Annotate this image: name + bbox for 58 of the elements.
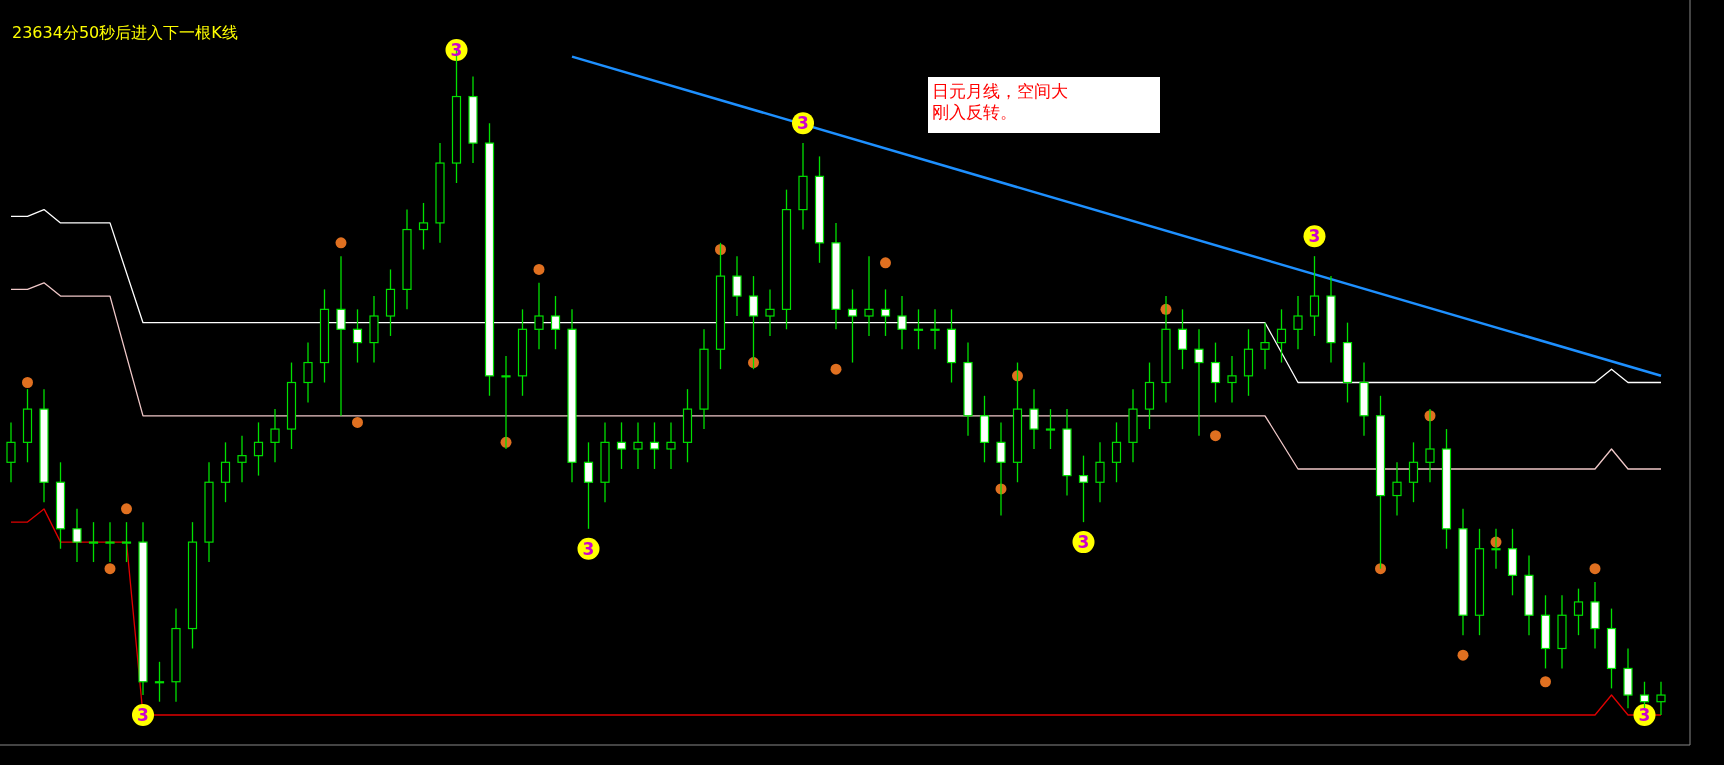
candlestick bbox=[1392, 461, 1402, 517]
annotation: 3 bbox=[1077, 532, 1090, 553]
text: 23634分50秒后进入下一根K线 bbox=[12, 23, 238, 42]
candlestick bbox=[1309, 255, 1320, 337]
candlestick bbox=[583, 441, 594, 530]
candlestick bbox=[72, 508, 82, 563]
candlestick bbox=[6, 421, 16, 483]
candlestick bbox=[352, 308, 363, 364]
candlestick bbox=[897, 295, 907, 350]
candlestick bbox=[1293, 295, 1303, 350]
annotation: 3 bbox=[1638, 705, 1651, 725]
candlestick bbox=[649, 421, 660, 470]
candlestick bbox=[534, 282, 544, 350]
candlestick bbox=[1111, 421, 1122, 483]
annotation: 3 bbox=[582, 538, 595, 559]
candlestick bbox=[1656, 681, 1666, 716]
candlestick bbox=[1639, 681, 1650, 709]
candlestick bbox=[237, 435, 247, 483]
candlestick bbox=[666, 421, 676, 470]
candlestick bbox=[270, 408, 280, 463]
annotation: 3 bbox=[137, 705, 149, 725]
candlestick bbox=[88, 521, 99, 563]
candlestick bbox=[864, 255, 874, 337]
candlestick bbox=[847, 288, 858, 364]
candlestick bbox=[1276, 308, 1287, 364]
candlestick bbox=[303, 341, 313, 404]
candlestick bbox=[748, 275, 759, 370]
candlestick bbox=[732, 255, 742, 317]
annotation: 日元月线，空间大 bbox=[932, 81, 1068, 101]
annotation: 3 bbox=[797, 113, 809, 134]
candlestick bbox=[253, 421, 264, 477]
candlestick bbox=[633, 421, 643, 470]
candlestick bbox=[220, 441, 231, 503]
candlestick bbox=[1045, 408, 1056, 450]
candlestick bbox=[765, 288, 775, 337]
candlestick bbox=[154, 661, 165, 703]
candlestick bbox=[1210, 341, 1221, 404]
candlestick bbox=[1095, 441, 1105, 503]
candlestick bbox=[1227, 355, 1237, 404]
annotation: 3 bbox=[450, 40, 463, 60]
candlestick bbox=[913, 308, 924, 350]
candlestick bbox=[418, 202, 429, 251]
candlestick bbox=[121, 521, 132, 563]
candlestick bbox=[1573, 588, 1584, 636]
candlestick bbox=[550, 295, 561, 350]
candlestick bbox=[1078, 455, 1089, 523]
candlestick bbox=[1177, 308, 1188, 370]
candlestick bbox=[1029, 388, 1039, 450]
candlestick bbox=[880, 288, 891, 337]
candlestick bbox=[1194, 328, 1204, 437]
annotation: 刚入反转。 bbox=[932, 102, 1017, 122]
candlestick bbox=[105, 521, 115, 563]
candlestick bbox=[616, 421, 627, 470]
candlestick bbox=[1260, 322, 1270, 370]
candlestick bbox=[1408, 441, 1419, 503]
candlestick bbox=[336, 255, 346, 417]
candlestick bbox=[930, 308, 940, 350]
annotation: 3 bbox=[1308, 226, 1321, 247]
